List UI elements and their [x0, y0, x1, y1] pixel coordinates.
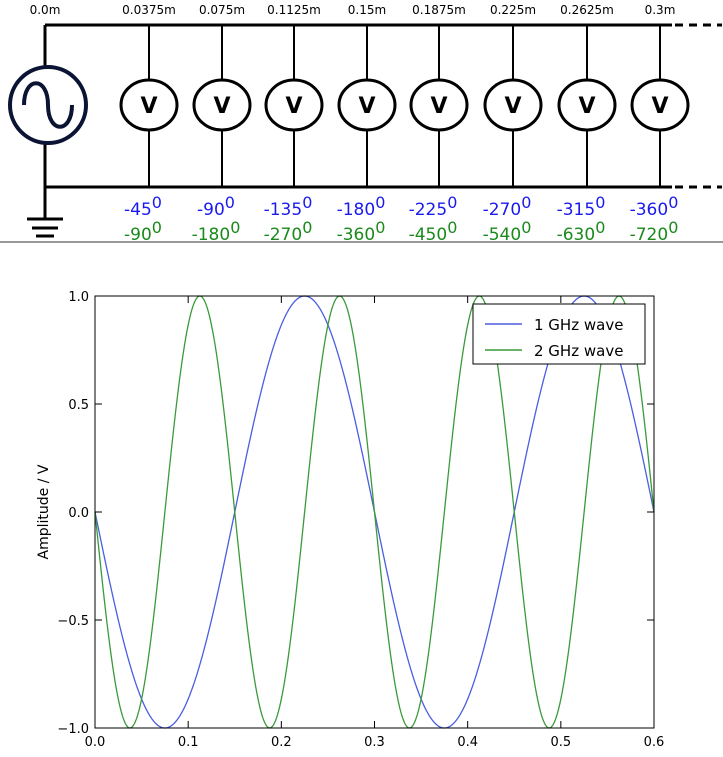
voltmeter-icon [483, 78, 543, 132]
x-tick-label: 0.2 [271, 735, 292, 750]
degree-mark: 0 [447, 218, 457, 237]
phase-label-2ghz: -5400 [483, 218, 532, 245]
ac-sine-symbol [22, 81, 74, 129]
degree-mark: 0 [302, 218, 312, 237]
voltmeter-icon [264, 78, 324, 132]
voltmeter-label: V [430, 94, 447, 119]
degree-mark: 0 [595, 193, 605, 212]
position-label: 0.15m [348, 3, 386, 17]
position-label: 0.0m [30, 3, 61, 17]
degree-mark: 0 [521, 193, 531, 212]
position-label: 0.075m [199, 3, 245, 17]
voltmeter-label: V [651, 94, 668, 119]
y-tick-label: 1.0 [68, 290, 89, 305]
legend-label-1ghz: 1 GHz wave [534, 316, 623, 334]
voltmeter-icon [192, 78, 252, 132]
phase-label-2ghz: -1800 [192, 218, 241, 245]
legend: 1 GHz wave 2 GHz wave [472, 303, 646, 365]
y-tick-label: 0.0 [68, 506, 89, 521]
x-tick-label: 0.1 [178, 735, 199, 750]
degree-mark: 0 [225, 193, 235, 212]
voltmeter-label: V [140, 94, 157, 119]
x-tick-label: 0.4 [457, 735, 478, 750]
x-tick-label: 0.0 [85, 735, 106, 750]
phase-label-1ghz: -2250 [409, 193, 458, 220]
voltmeter-label: V [285, 94, 302, 119]
degree-mark: 0 [521, 218, 531, 237]
phase-label-1ghz: -2700 [483, 193, 532, 220]
position-label: 0.225m [490, 3, 536, 17]
degree-mark: 0 [668, 193, 678, 212]
phase-label-1ghz: -900 [197, 193, 235, 220]
phase-label-1ghz: -3600 [630, 193, 679, 220]
voltmeter-icon [557, 78, 617, 132]
y-tick-label: −0.5 [57, 614, 89, 629]
voltmeter-label: V [504, 94, 521, 119]
y-tick-label: 0.5 [68, 398, 89, 413]
legend-label-2ghz: 2 GHz wave [534, 342, 623, 360]
voltmeter-label: V [213, 94, 230, 119]
phase-label-2ghz: -6300 [557, 218, 606, 245]
degree-mark: 0 [375, 218, 385, 237]
degree-mark: 0 [152, 218, 162, 237]
phase-label-1ghz: -1800 [337, 193, 386, 220]
x-tick-label: 0.3 [364, 735, 385, 750]
phase-label-1ghz: -1350 [264, 193, 313, 220]
voltmeter-icon [630, 78, 690, 132]
degree-mark: 0 [302, 193, 312, 212]
voltmeter-icon [409, 78, 469, 132]
degree-mark: 0 [230, 218, 240, 237]
degree-mark: 0 [668, 218, 678, 237]
transmission-line-diagram: 0.0m 0.0375m 0.075m 0.1125m 0.15m 0.1875m 0.22… [0, 3, 723, 245]
phase-label-2ghz: -2700 [264, 218, 313, 245]
phase-label-1ghz: -450 [124, 193, 162, 220]
degree-mark: 0 [375, 193, 385, 212]
phase-label-2ghz: -900 [124, 218, 162, 245]
degree-mark: 0 [447, 193, 457, 212]
phase-label-2ghz: -3600 [337, 218, 386, 245]
voltmeter-label: V [578, 94, 595, 119]
degree-mark: 0 [152, 193, 162, 212]
position-label: 0.0375m [122, 3, 176, 17]
chart: 0.0 0.1 0.2 0.3 0.4 0.5 0.6 1.0 0.5 0.0 −0.5 −1.0 A… [36, 290, 664, 750]
x-tick-label: 0.6 [644, 735, 665, 750]
phase-label-2ghz: -4500 [409, 218, 458, 245]
position-label: 0.1875m [412, 3, 466, 17]
voltmeter-icon [119, 78, 179, 132]
x-tick-label: 0.5 [550, 735, 571, 750]
position-label: 0.3m [645, 3, 676, 17]
position-label: 0.1125m [267, 3, 321, 17]
series-line-2ghz [94, 295, 655, 729]
phase-label-1ghz: -3150 [557, 193, 606, 220]
legend-box [472, 303, 646, 365]
position-label: 0.2625m [560, 3, 614, 17]
phase-label-2ghz: -7200 [630, 218, 679, 245]
y-tick-label: −1.0 [57, 722, 89, 737]
voltmeter-label: V [358, 94, 375, 119]
degree-mark: 0 [595, 218, 605, 237]
y-axis-label: Amplitude / V [36, 464, 52, 559]
voltmeter-icon [337, 78, 397, 132]
